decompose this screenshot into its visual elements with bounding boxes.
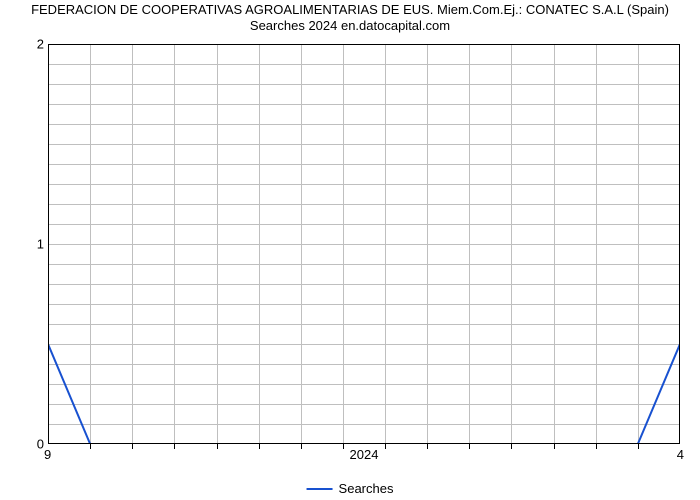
legend-label: Searches	[339, 481, 394, 496]
chart-title-line2: Searches 2024 en.datocapital.com	[0, 18, 700, 34]
x-tick-mark	[554, 444, 555, 449]
x-left-label: 9	[44, 447, 51, 462]
x-axis-label: 2024	[350, 447, 379, 462]
plot-border	[48, 44, 680, 444]
x-right-label: 4	[677, 447, 684, 462]
chart-title-line1: FEDERACION DE COOPERATIVAS AGROALIMENTAR…	[0, 2, 700, 18]
x-tick-mark	[174, 444, 175, 449]
x-tick-mark	[638, 444, 639, 449]
chart-container: FEDERACION DE COOPERATIVAS AGROALIMENTAR…	[0, 0, 700, 500]
x-tick-mark	[427, 444, 428, 449]
x-tick-mark	[259, 444, 260, 449]
x-tick-mark	[385, 444, 386, 449]
x-tick-mark	[301, 444, 302, 449]
chart-title: FEDERACION DE COOPERATIVAS AGROALIMENTAR…	[0, 2, 700, 35]
x-tick-mark	[469, 444, 470, 449]
plot-area: 012 9 4 2024	[48, 44, 680, 444]
y-tick-label: 2	[30, 37, 44, 52]
y-tick-label: 0	[30, 437, 44, 452]
legend: Searches	[307, 481, 394, 496]
x-tick-mark	[511, 444, 512, 449]
y-tick-label: 1	[30, 237, 44, 252]
x-tick-mark	[90, 444, 91, 449]
x-tick-mark	[132, 444, 133, 449]
x-tick-mark	[343, 444, 344, 449]
x-tick-mark	[217, 444, 218, 449]
x-tick-mark	[596, 444, 597, 449]
legend-swatch	[307, 488, 333, 490]
